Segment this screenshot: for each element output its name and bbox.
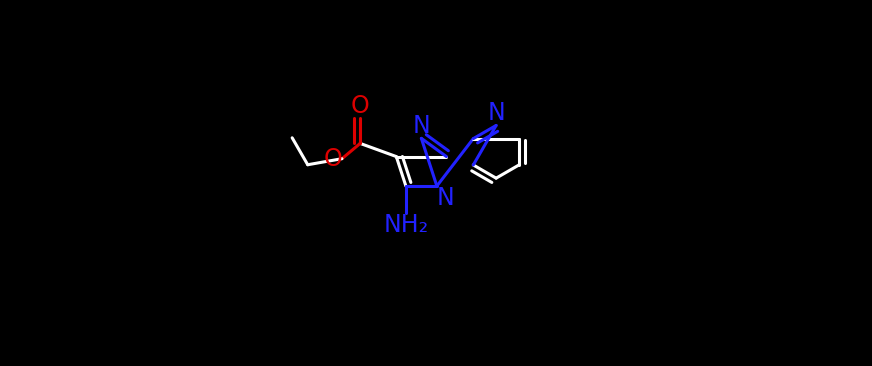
Text: N: N bbox=[412, 114, 430, 138]
Text: N: N bbox=[487, 101, 505, 126]
Text: NH₂: NH₂ bbox=[384, 213, 428, 238]
Text: O: O bbox=[351, 94, 370, 118]
Text: O: O bbox=[324, 147, 342, 171]
Text: N: N bbox=[437, 186, 454, 210]
